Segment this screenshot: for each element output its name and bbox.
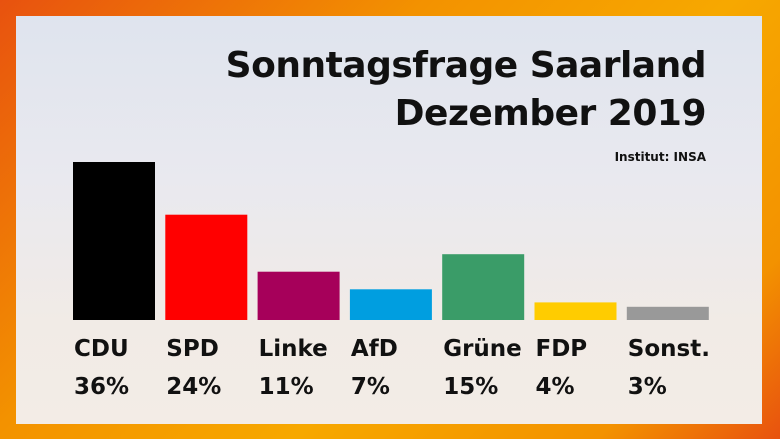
bar-chart: CDU 36% SPD 24% Linke 11% AfD 7% Grüne 15% FDP 4% So… xyxy=(73,162,710,400)
bar-spd xyxy=(165,214,248,320)
value-label-grne: 15% xyxy=(443,374,498,400)
bar-afd xyxy=(349,289,432,320)
category-label-grne: Grüne xyxy=(443,336,522,362)
value-label-spd: 24% xyxy=(166,374,221,400)
category-label-spd: SPD xyxy=(166,336,219,362)
category-label-cdu: CDU xyxy=(74,336,129,362)
category-label-sonst: Sonst. xyxy=(628,336,710,362)
value-label-sonst: 3% xyxy=(628,374,667,400)
category-label-linke: Linke xyxy=(259,336,328,362)
value-label-afd: 7% xyxy=(351,374,390,400)
value-label-fdp: 4% xyxy=(536,374,575,400)
bar-cdu xyxy=(73,162,155,320)
title-line-2: Dezember 2019 xyxy=(394,93,707,134)
value-label-linke: 11% xyxy=(259,374,314,400)
title-line-1: Sonntagsfrage Saarland xyxy=(225,45,707,86)
source-label: Institut: INSA xyxy=(614,150,706,164)
chart-panel: Sonntagsfrage Saarland Dezember 2019 Ins… xyxy=(16,16,762,424)
bar-fdp xyxy=(534,302,617,320)
bar-grne xyxy=(442,254,525,320)
category-label-fdp: FDP xyxy=(536,336,588,362)
bar-sonst xyxy=(626,306,709,320)
chart-title: Sonntagsfrage Saarland Dezember 2019 xyxy=(225,42,707,138)
bar-linke xyxy=(257,271,340,320)
value-label-cdu: 36% xyxy=(74,374,129,400)
category-label-afd: AfD xyxy=(351,336,398,362)
